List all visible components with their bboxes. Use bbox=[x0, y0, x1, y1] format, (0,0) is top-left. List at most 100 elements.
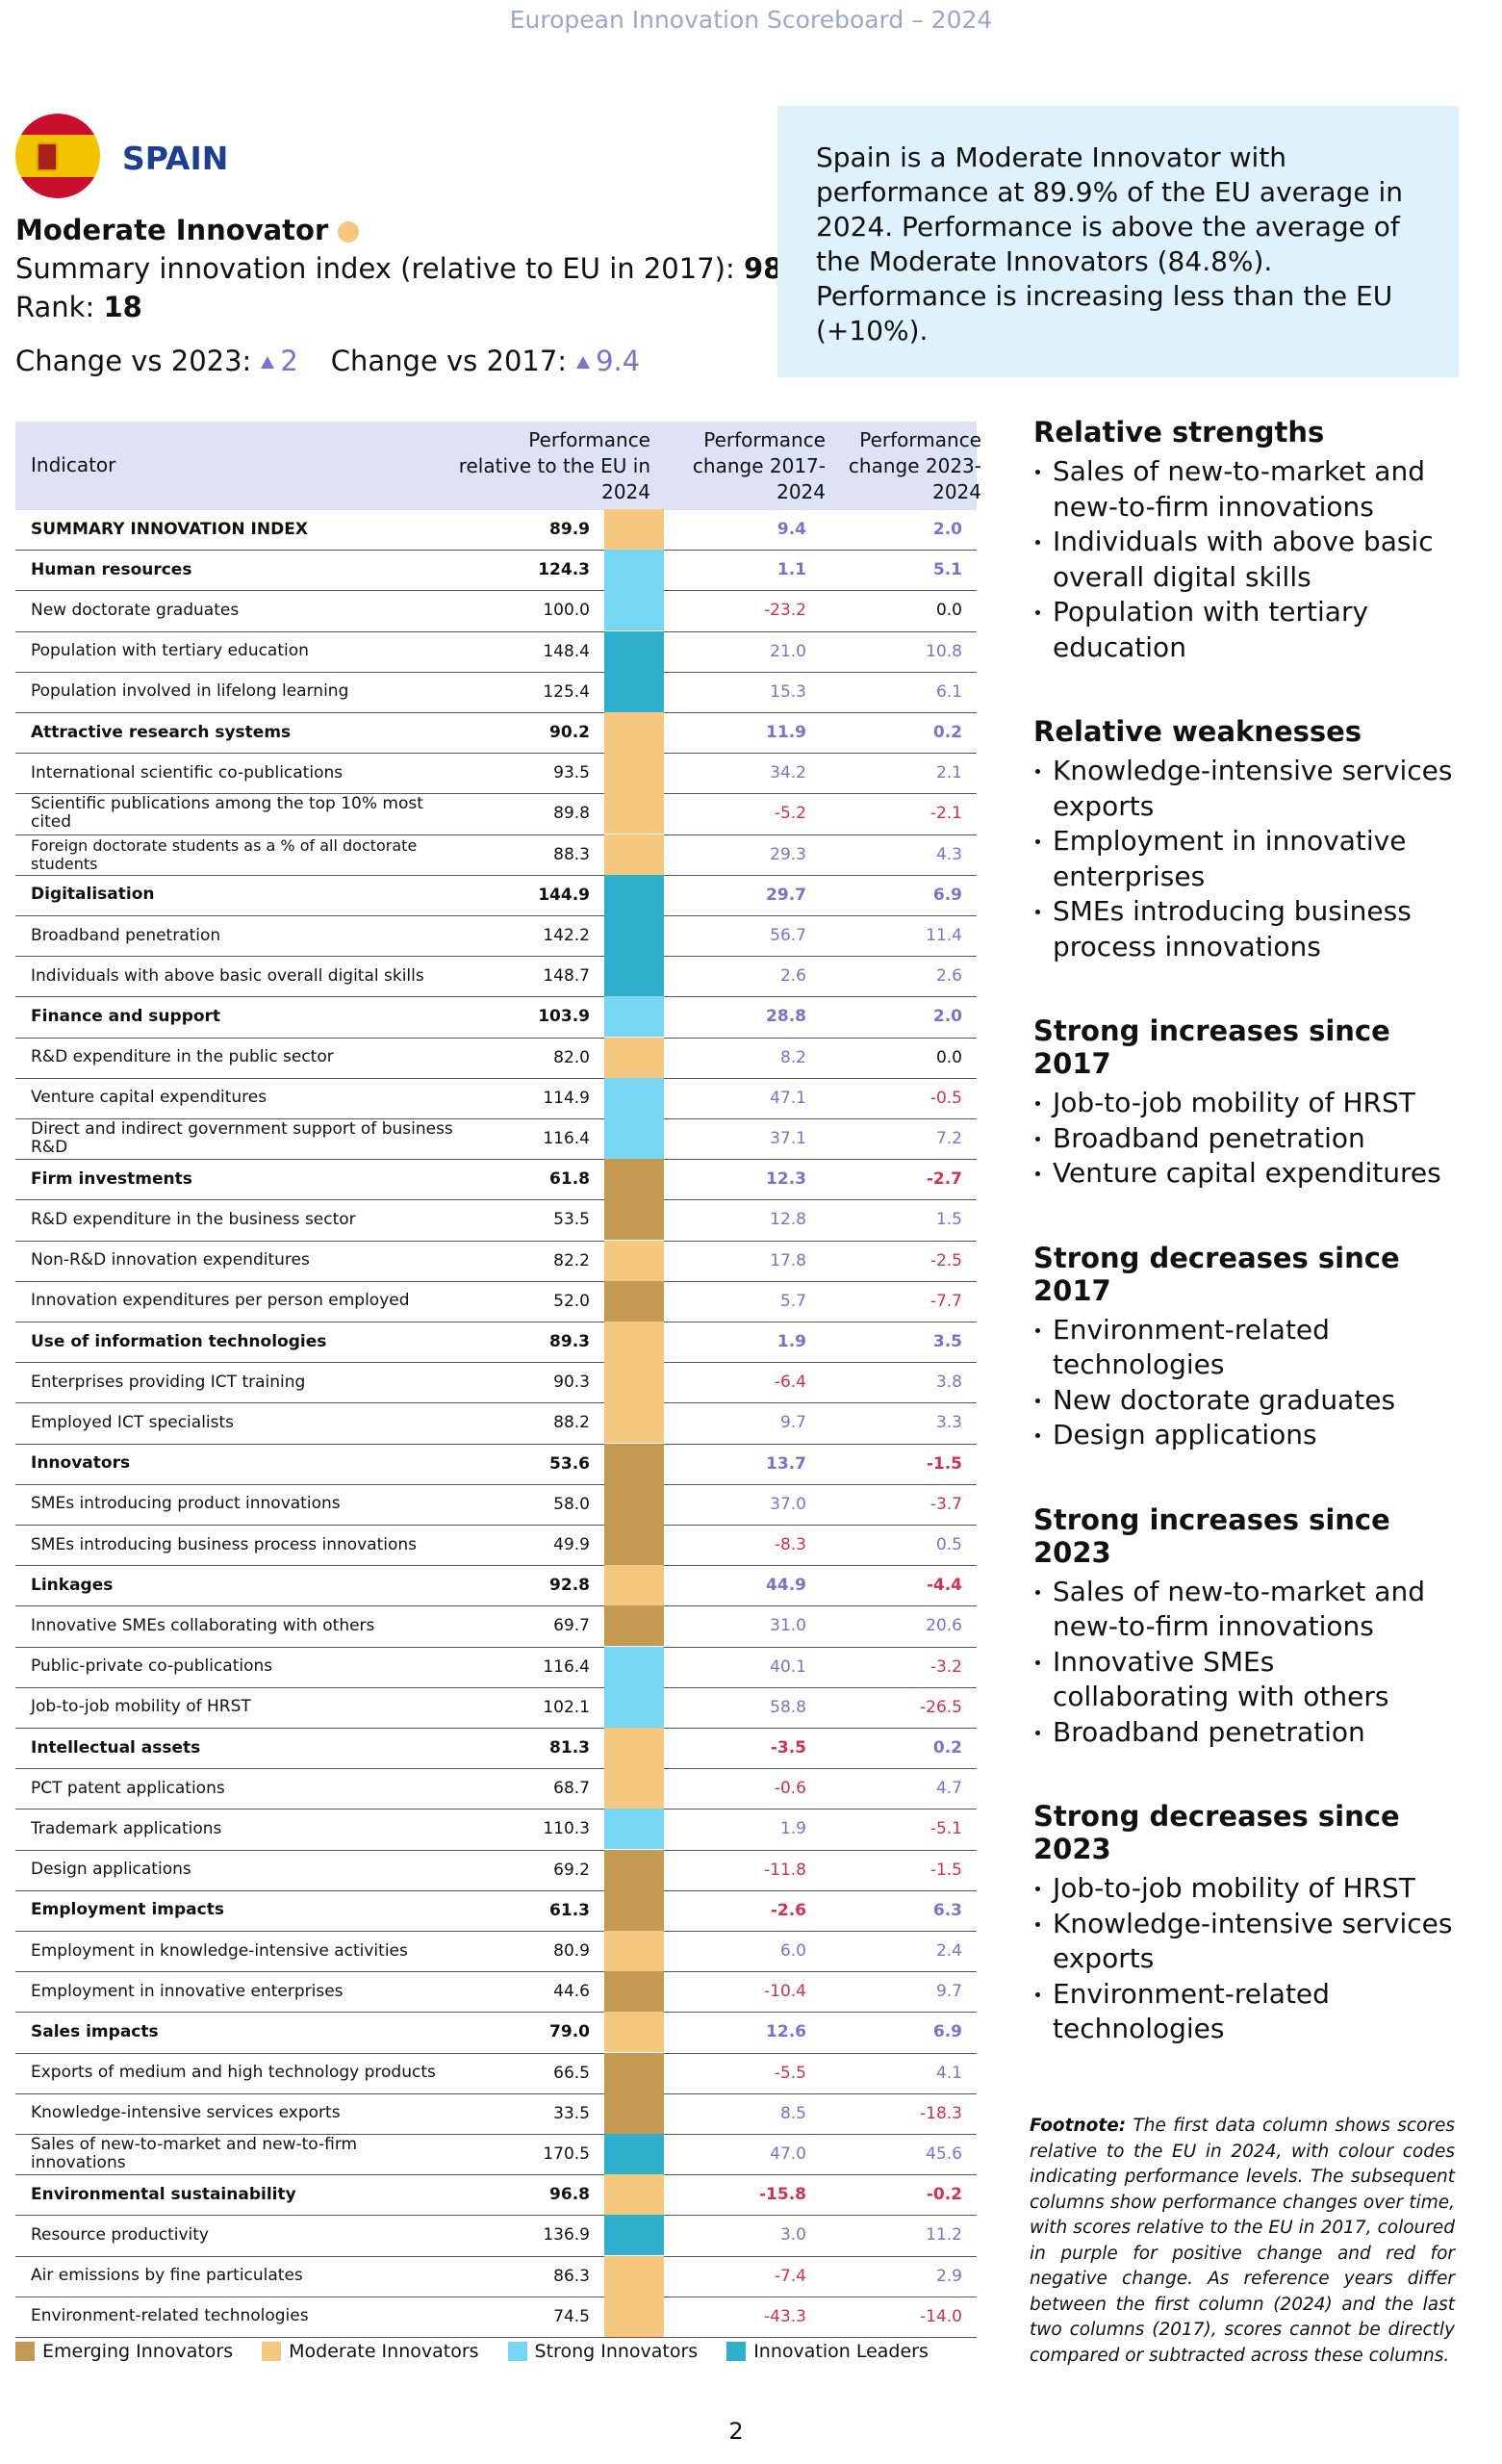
table-row: Non-R&D innovation expenditures 82.2 17.8 -… bbox=[15, 1240, 977, 1282]
level-cell bbox=[604, 1159, 664, 1200]
table-row: Exports of medium and high technology pr… bbox=[15, 2052, 977, 2094]
performance: 148.4 bbox=[543, 641, 590, 661]
level-cell bbox=[604, 1280, 664, 1322]
performance: 69.7 bbox=[553, 1616, 590, 1636]
change-2023: -26.5 bbox=[920, 1697, 962, 1717]
indicator: Population involved in lifelong learning bbox=[31, 681, 349, 702]
level-cell bbox=[604, 1037, 664, 1078]
change-2017: 56.7 bbox=[770, 926, 806, 945]
performance: 90.2 bbox=[549, 723, 590, 742]
change-2017: -6.4 bbox=[774, 1373, 806, 1393]
level-cell bbox=[604, 550, 664, 591]
table-row: Finance and support 103.9 28.8 2.0 bbox=[15, 996, 977, 1039]
change-2023: -14.0 bbox=[920, 2306, 962, 2326]
level-cell bbox=[604, 1849, 664, 1890]
change-2023: 4.7 bbox=[935, 1779, 962, 1799]
section-item: Environment-related technologies bbox=[1033, 1977, 1457, 2047]
performance: 114.9 bbox=[543, 1088, 590, 1108]
country-name: SPAIN bbox=[122, 140, 229, 177]
section-list: Knowledge-intensive services exports Empl… bbox=[1033, 754, 1457, 964]
table-row: International scientific co-publications… bbox=[15, 753, 977, 795]
change-2017: 1.9 bbox=[779, 1819, 806, 1839]
indicator: Enterprises providing ICT training bbox=[31, 1372, 306, 1392]
indicator: Use of information technologies bbox=[31, 1331, 327, 1351]
performance: 102.1 bbox=[543, 1697, 590, 1717]
change-2023: 2.9 bbox=[935, 2266, 962, 2286]
performance: 69.2 bbox=[553, 1860, 590, 1880]
indicator: Scientific publications among the top 10… bbox=[31, 794, 423, 833]
change-2023: 4.1 bbox=[935, 2063, 962, 2083]
level-cell bbox=[604, 1077, 664, 1118]
section-title: Strong increases since 2023 bbox=[1033, 1502, 1390, 1569]
change-line: Change vs 2023: 2 Change vs 2017: 9.4 bbox=[15, 345, 640, 377]
level-cell bbox=[604, 1443, 664, 1484]
performance: 66.5 bbox=[553, 2063, 590, 2083]
level-cell bbox=[604, 1402, 664, 1444]
legend-item: Emerging Innovators bbox=[15, 2341, 233, 2362]
innovator-group: Moderate Innovator bbox=[15, 214, 360, 246]
change-2023: 45.6 bbox=[926, 2144, 962, 2164]
performance: 82.2 bbox=[553, 1250, 590, 1270]
change-2017: 12.6 bbox=[766, 2022, 806, 2042]
change-2017: 9.4 bbox=[776, 520, 806, 539]
level-cell bbox=[604, 1686, 664, 1728]
indicator: PCT patent applications bbox=[31, 1778, 225, 1798]
performance: 136.9 bbox=[543, 2225, 590, 2246]
legend-label: Innovation Leaders bbox=[753, 2341, 929, 2362]
indicator: Human resources bbox=[31, 559, 192, 579]
performance: 53.5 bbox=[553, 1210, 590, 1230]
section-item: Individuals with above basic overall dig… bbox=[1033, 525, 1457, 595]
table-row: PCT patent applications 68.7 -0.6 4.7 bbox=[15, 1768, 977, 1810]
section-item: Knowledge-intensive services exports bbox=[1033, 754, 1457, 824]
level-cell bbox=[604, 1971, 664, 2013]
change-2017: 3.0 bbox=[779, 2225, 806, 2246]
indicator: Resource productivity bbox=[31, 2224, 209, 2245]
table-row: R&D expenditure in the business sector 53… bbox=[15, 1199, 977, 1242]
change-2017: 15.3 bbox=[770, 681, 806, 702]
table-row: Sales impacts 79.0 12.6 6.9 bbox=[15, 2012, 977, 2054]
indicator: Job-to-job mobility of HRST bbox=[31, 1697, 251, 1717]
table-row: Resource productivity 136.9 3.0 11.2 bbox=[15, 2215, 977, 2257]
performance: 116.4 bbox=[543, 1656, 590, 1677]
change-2023: 5.1 bbox=[932, 560, 962, 580]
performance: 74.5 bbox=[553, 2306, 590, 2326]
level-cell bbox=[604, 1483, 664, 1525]
change-2017: -2.6 bbox=[770, 1900, 806, 1920]
performance: 52.0 bbox=[553, 1291, 590, 1311]
table-row: Innovation expenditures per person emplo… bbox=[15, 1280, 977, 1322]
level-cell bbox=[604, 2092, 664, 2134]
indicator: Environment-related technologies bbox=[31, 2306, 309, 2326]
change-2017: 1.9 bbox=[776, 1332, 806, 1351]
change-2017: 29.3 bbox=[770, 844, 806, 864]
table-row: Employment in knowledge-intensive activi… bbox=[15, 1931, 977, 1973]
performance: 79.0 bbox=[549, 2022, 590, 2042]
indicator: New doctorate graduates bbox=[31, 600, 240, 620]
change-2017: -7.4 bbox=[774, 2266, 806, 2286]
section-list: Environment-related technologies New doct… bbox=[1033, 1313, 1457, 1453]
change-2023: -0.5 bbox=[929, 1088, 962, 1108]
change-2017: 6.0 bbox=[779, 1941, 806, 1961]
performance: 68.7 bbox=[553, 1779, 590, 1799]
legend-label: Emerging Innovators bbox=[42, 2341, 234, 2362]
change-2023: 2.0 bbox=[932, 520, 962, 539]
level-cell bbox=[604, 630, 664, 672]
change-2017: 1.1 bbox=[776, 560, 806, 580]
change-2017: 5.7 bbox=[779, 1291, 806, 1311]
change-2023: -4.4 bbox=[926, 1576, 962, 1596]
change-2023: 0.0 bbox=[935, 601, 962, 621]
section-item: Sales of new-to-market and new-to-firm i… bbox=[1033, 1575, 1457, 1645]
table-row: SUMMARY INNOVATION INDEX 89.9 9.4 2.0 bbox=[15, 509, 977, 552]
change-2017: 9.7 bbox=[779, 1413, 806, 1433]
change-2023: 2.1 bbox=[935, 763, 962, 783]
indicator: Employment in knowledge-intensive activi… bbox=[31, 1940, 408, 1961]
table-row: Employment in innovative enterprises 44.6… bbox=[15, 1971, 977, 2014]
section-item: Sales of new-to-market and new-to-firm i… bbox=[1033, 454, 1457, 525]
section-item: Broadband penetration bbox=[1033, 1121, 1457, 1157]
indicator: R&D expenditure in the business sector bbox=[31, 1209, 356, 1229]
section-title: Relative weaknesses bbox=[1033, 715, 1362, 748]
indicator: Employed ICT specialists bbox=[31, 1412, 235, 1432]
change-2023: 4.3 bbox=[935, 844, 962, 864]
level-cell bbox=[604, 712, 664, 753]
indicator: Employment in innovative enterprises bbox=[31, 1981, 344, 2001]
performance: 88.2 bbox=[553, 1413, 590, 1433]
